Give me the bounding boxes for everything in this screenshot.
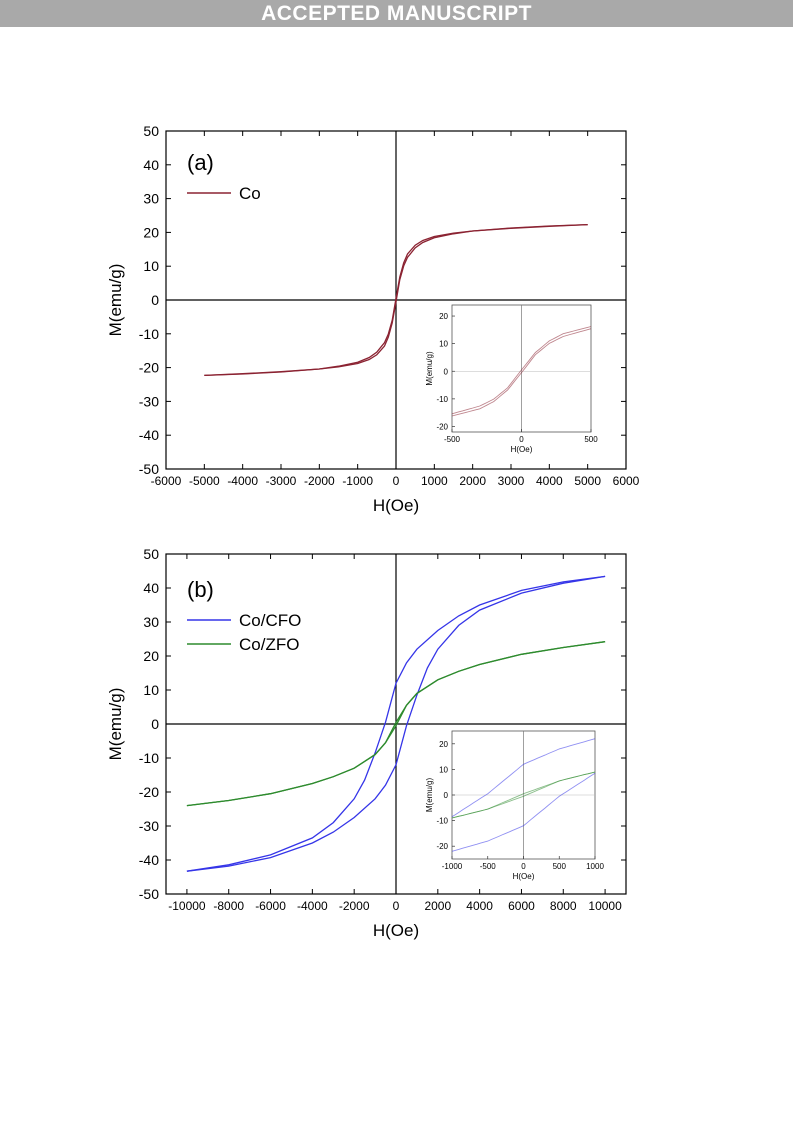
y-tick-label: -50 [139,886,159,902]
inset-x-axis-label: H(Oe) [511,445,533,454]
inset-series-line-lower [451,328,592,417]
x-tick-label: -4000 [227,474,258,488]
y-tick-label: -10 [139,326,159,342]
inset-y-axis-label: M(emu/g) [425,778,434,813]
legend-label: Co/ZFO [239,635,299,654]
y-tick-label: 30 [143,191,159,207]
x-tick-label: 0 [393,899,400,913]
inset-y-tick-label: 0 [444,367,449,376]
accepted-manuscript-banner: ACCEPTED MANUSCRIPT [0,0,793,27]
inset-y-axis-label: M(emu/g) [425,351,434,386]
x-tick-label: 1000 [421,474,448,488]
inset-y-tick-label: 20 [439,740,448,749]
x-axis-label: H(Oe) [373,496,419,515]
x-tick-label: 6000 [613,474,640,488]
y-tick-label: 30 [143,614,159,630]
y-tick-label: 40 [143,580,159,596]
y-tick-label: -20 [139,360,159,376]
series-line-co-zfo-lower-branch [186,641,606,807]
y-tick-label: -40 [139,852,159,868]
inset-y-tick-label: 0 [444,791,449,800]
x-tick-label: -8000 [213,899,244,913]
inset-y-tick-label: -10 [436,817,448,826]
x-tick-label: -2000 [339,899,370,913]
legend-label: Co/CFO [239,611,301,630]
x-tick-label: -6000 [255,899,286,913]
x-axis-label: H(Oe) [373,921,419,940]
inset-x-tick-label: 1000 [586,862,604,871]
x-tick-label: 10000 [588,899,622,913]
inset-x-tick-label: 0 [521,862,526,871]
chart-panel-b: -10000 -8000 -6000 -4000 -2000 0 2000 4000 6000 8… [106,546,627,940]
y-tick-label: 40 [143,157,159,173]
y-tick-label: 50 [143,546,159,562]
y-axis-label: M(emu/g) [106,688,125,761]
inset-y-tick-label: -20 [436,422,448,431]
inset-x-tick-label: 500 [584,435,598,444]
y-tick-label: 0 [151,716,159,732]
x-tick-label: -10000 [168,899,206,913]
inset-y-tick-label: 20 [439,312,448,321]
y-axis-label: M(emu/g) [106,264,125,337]
legend-label: Co [239,184,261,203]
inset-plot: -1000 -500 0 500 1000 -20 -10 0 10 20 H(Oe) M(emu/g… [425,730,604,881]
inset-x-tick-label: -1000 [442,862,463,871]
y-tick-label: -50 [139,461,159,477]
inset-series-line-upper [451,738,596,818]
x-tick-label: 8000 [550,899,577,913]
inset-series-line-lower [451,772,596,852]
x-tick-label: 4000 [466,899,493,913]
series-line-co-cfo-upper-branch [186,575,606,872]
x-tick-label: 4000 [536,474,563,488]
panel-label: (b) [187,577,214,602]
inset-x-tick-label: -500 [480,862,497,871]
y-tick-label: -40 [139,427,159,443]
banner-text: ACCEPTED MANUSCRIPT [261,1,532,25]
y-tick-label: -30 [139,393,159,409]
y-tick-label: -20 [139,784,159,800]
x-tick-label: 3000 [498,474,525,488]
x-tick-label: -5000 [189,474,220,488]
x-tick-label: -6000 [151,474,182,488]
inset-x-tick-label: 0 [519,435,524,444]
inset-series-line-upper [451,326,592,415]
inset-x-tick-label: 500 [553,862,567,871]
inset-series-line-lower [451,771,596,819]
y-tick-label: 20 [143,224,159,240]
y-tick-label: 20 [143,648,159,664]
x-tick-label: -2000 [304,474,335,488]
y-tick-label: 10 [143,258,159,274]
inset-x-tick-label: -500 [444,435,461,444]
y-tick-label: 10 [143,682,159,698]
panel-label: (a) [187,150,214,175]
inset-y-tick-label: -20 [436,842,448,851]
series-line-co-cfo-lower-branch [186,575,606,872]
y-tick-label: -10 [139,750,159,766]
x-tick-label: 6000 [508,899,535,913]
inset-y-tick-label: -10 [436,395,448,404]
inset-plot: -500 0 500 -20 -10 0 10 20 H(Oe) M(emu/g) [425,304,598,454]
inset-y-tick-label: 10 [439,340,448,349]
inset-x-axis-label: H(Oe) [513,872,535,881]
y-tick-label: -30 [139,818,159,834]
x-tick-label: 5000 [574,474,601,488]
x-tick-label: 0 [393,474,400,488]
x-tick-label: -3000 [266,474,297,488]
chart-panel-a: -6000 -5000 -4000 -3000 -2000 -1000 0 1000 2000 3… [106,123,640,515]
x-tick-label: 2000 [424,899,451,913]
series-line-co-lower-branch [204,223,588,377]
x-tick-label: -1000 [342,474,373,488]
x-tick-label: -4000 [297,899,328,913]
x-tick-label: 2000 [459,474,486,488]
y-tick-label: 50 [143,123,159,139]
inset-y-tick-label: 10 [439,765,448,774]
y-tick-label: 0 [151,292,159,308]
